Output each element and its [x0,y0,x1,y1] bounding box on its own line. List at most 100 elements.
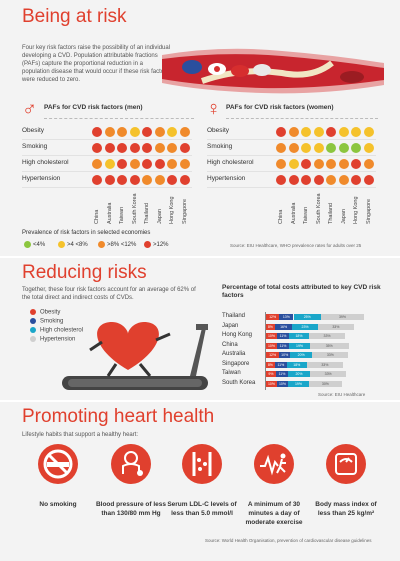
legend-item: Smoking [30,318,63,325]
risk-factor-label: High cholesterol [22,159,69,166]
ldl-cholesterol-icon [182,444,222,484]
prevalence-dot [351,143,361,153]
bar-segment: 16% [274,323,293,330]
legend-item: Obesity [30,309,60,316]
bar-segment: 33% [312,352,349,358]
bar-segment: 33% [310,371,347,377]
bar-segment: 20% [290,352,313,358]
prevalence-dot [167,175,177,185]
prevalence-dot [92,175,102,185]
country-label: Thailand [144,202,150,224]
bar-segment: 8% [266,361,275,368]
bar-segment: 33% [317,323,354,330]
country-label: Japan [156,209,163,224]
prevalence-dot [288,175,299,185]
prevalence-dot [167,143,177,153]
country-label: Hong Kong [353,196,359,224]
prevalence-dot [117,159,127,169]
legend-swatch [58,241,65,248]
prevalence-dot [154,127,165,137]
bar-segment: 10% [279,352,291,358]
prevalence-dot [363,159,374,169]
habit-caption: Body mass index of less than 25 kg/m² [315,501,377,517]
country-label: Taiwan [119,206,125,224]
artery-illustration [162,48,384,94]
country-label: Taiwan [303,206,309,224]
legend-item: <4% [24,241,45,248]
prevalence-dot [301,143,311,153]
bar-category-label: Singapore [222,360,250,367]
country-label: Singapore [181,198,188,224]
prevalence-dot [92,127,102,137]
bar-segment: 33% [308,333,346,339]
prevalence-dot [326,159,336,169]
no-smoking-icon [38,444,78,484]
prevalence-dot [142,175,152,185]
bar-category-label: Taiwan [222,370,241,376]
prevalence-dot [154,159,165,169]
bar-segment: 11% [274,361,287,368]
prevalence-dot [117,175,127,185]
prevalence-dot [104,159,115,169]
country-label: China [94,209,100,224]
prevalence-dot [92,159,102,169]
bar-segment: 25% [293,314,321,320]
prevalence-dot [313,143,324,153]
row-divider [22,155,192,156]
country-label: Singapore [365,198,372,224]
country-label: South Korea [315,193,322,224]
prevalence-dot [351,127,361,137]
risk-factor-label: Hypertension [22,175,61,182]
bar-segment: 12% [266,314,280,320]
prevalence-dot [129,159,140,169]
country-label: South Korea [131,193,138,224]
prevalence-dot [301,159,311,169]
bar-category-label: Thailand [222,313,246,319]
row-divider [22,187,192,188]
prevalence-dot [338,143,349,153]
country-label: Japan [340,209,347,224]
prevalence-dot [276,159,286,169]
prevalence-dot [117,127,127,137]
bar-segment: 11% [275,371,288,377]
source-note: Source: EIU Healthcare [318,392,366,397]
bar-segment: 12% [266,352,280,358]
bar-category-label: South Korea [222,379,256,386]
section-title: Reducing risks [22,262,147,283]
country-label: China [278,209,284,224]
women-heading: PAFs for CVD risk factors (women) [226,104,334,111]
female-icon: ♀ [206,98,221,120]
row-divider [207,139,376,140]
risk-factor-label: High cholesterol [207,159,254,166]
prevalence-dot [167,127,177,137]
prevalence-dot [351,175,361,185]
prevalence-dot [313,159,324,169]
bar-segment: 39% [321,314,364,320]
legend-swatch [30,318,36,324]
row-divider [207,171,376,172]
bar-category-label: Hong Kong [222,332,253,338]
heart-treadmill-illustration [62,322,208,390]
prevalence-dot [142,127,152,137]
prevalence-dot [363,175,374,185]
bar-segment: 11% [277,333,290,339]
prevalence-dot [92,143,102,153]
row-divider [22,139,192,140]
country-label: Thailand [328,202,334,224]
bar-segment: 30% [308,380,342,387]
bar-segment: 23% [292,323,318,330]
prevalence-dot [301,175,311,185]
risk-factor-label: Obesity [207,127,230,134]
legend-item: Hypertension [30,336,75,343]
prevalence-dot [179,159,190,169]
prevalence-dot [179,127,190,137]
country-label: Australia [290,202,297,224]
bar-segment: 10% [266,333,277,339]
bar-segment: 11% [277,342,290,349]
prevalence-dot [167,159,177,169]
bar-segment: 18% [286,361,307,368]
prevalence-dot [154,175,165,185]
row-divider [207,187,376,188]
bar-segment: 10% [266,342,277,349]
prevalence-dot [154,143,165,153]
